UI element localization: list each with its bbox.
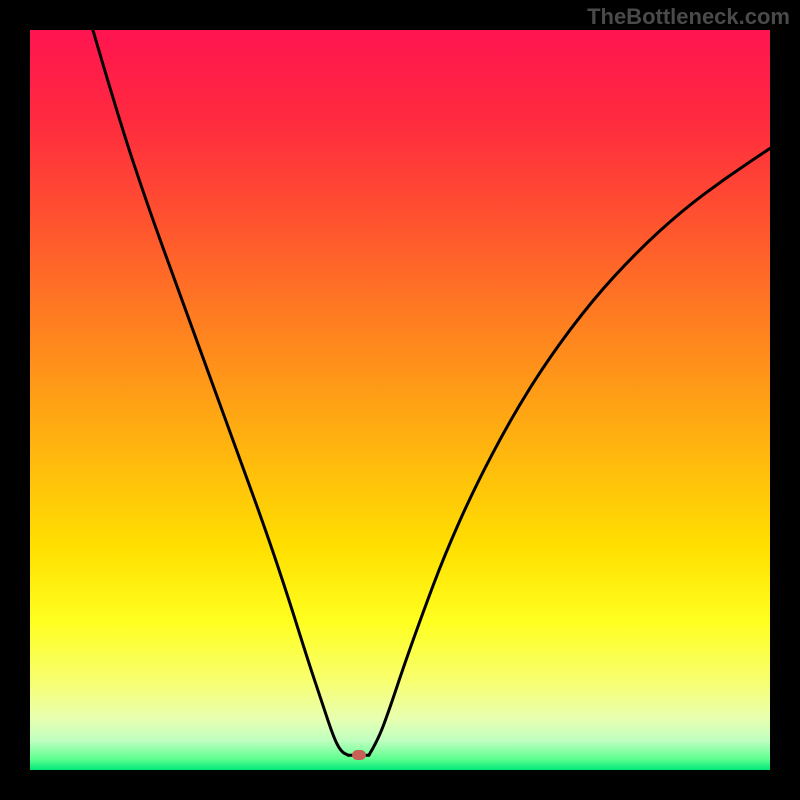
- minimum-marker: [352, 750, 366, 760]
- chart-svg: [30, 30, 770, 770]
- watermark-text: TheBottleneck.com: [587, 4, 790, 30]
- chart-container: TheBottleneck.com: [0, 0, 800, 800]
- plot-area: [30, 30, 770, 770]
